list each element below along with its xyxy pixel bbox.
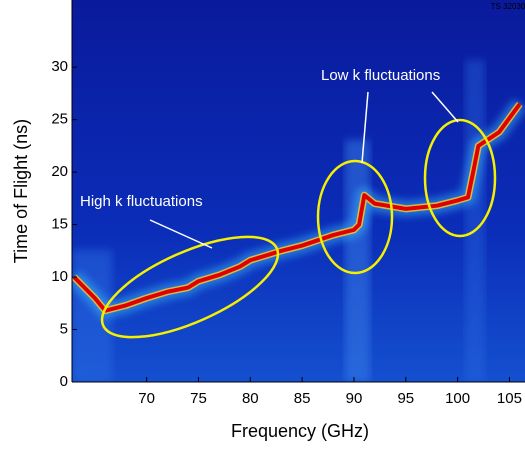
texture [345,140,370,382]
leader [149,219,213,249]
leader [361,91,369,164]
x-tick-label: 105 [497,390,522,407]
plot-area [72,0,525,382]
x-tick-label: 75 [190,390,207,407]
y-tick-label: 20 [51,163,68,180]
x-tick-label: 80 [242,390,259,407]
annotation: High k fluctuations [80,193,203,210]
x-tick-label: 85 [294,390,311,407]
y-tick-label: 5 [60,320,68,337]
y-tick-label: 15 [51,216,68,233]
x-tick-label: 70 [138,390,155,407]
x-tick-label: 100 [445,390,470,407]
stamp: TS 32030 [491,2,525,11]
y-tick-label: 0 [60,373,68,390]
ridge-line [72,102,522,313]
plot-background [72,0,525,382]
y-tick-label: 10 [51,268,68,285]
y-tick-label: 30 [51,58,68,75]
leader [431,91,459,123]
ellipse [316,159,394,275]
x-tick-label: 90 [346,390,363,407]
annotation-shapes [100,91,497,339]
x-tick-label: 95 [397,390,414,407]
annotation: Low k fluctuations [321,67,440,84]
y-tick-label: 25 [51,111,68,128]
x-axis-label: Frequency (GHz) [231,421,369,441]
y-axis-label: Time of Flight (ns) [11,119,31,263]
ellipse [100,235,280,339]
ellipse [423,118,497,238]
